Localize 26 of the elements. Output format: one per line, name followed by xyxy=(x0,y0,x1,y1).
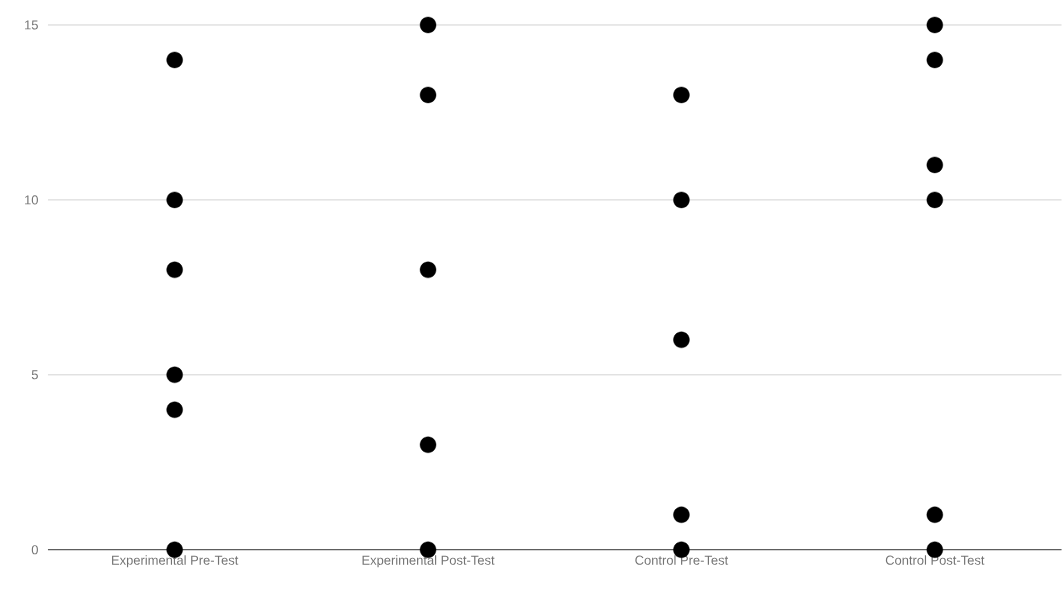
point xyxy=(926,506,944,524)
x-tick-label: Experimental Pre-Test xyxy=(112,555,239,568)
point xyxy=(673,331,690,349)
point xyxy=(673,191,690,209)
y-tick-label: 15 xyxy=(25,20,38,30)
point xyxy=(419,16,437,34)
point xyxy=(419,261,437,279)
point xyxy=(166,401,183,419)
y-tick-label: 10 xyxy=(25,195,38,205)
point xyxy=(673,86,690,104)
point xyxy=(166,366,183,384)
point xyxy=(926,156,944,174)
point xyxy=(926,191,944,209)
point xyxy=(166,261,183,279)
x-tick-label: Experimental Post-Test xyxy=(362,555,495,568)
point xyxy=(419,436,437,454)
x-tick-label: Control Post-Test xyxy=(885,555,985,565)
point xyxy=(419,86,437,104)
point xyxy=(926,51,944,69)
y-tick-label: 0 xyxy=(31,545,38,555)
point xyxy=(166,51,183,69)
x-tick-label: Control Pre-Test xyxy=(635,555,729,565)
point xyxy=(166,191,183,209)
point xyxy=(673,506,690,524)
y-tick-label: 5 xyxy=(31,370,38,380)
point xyxy=(926,16,944,34)
